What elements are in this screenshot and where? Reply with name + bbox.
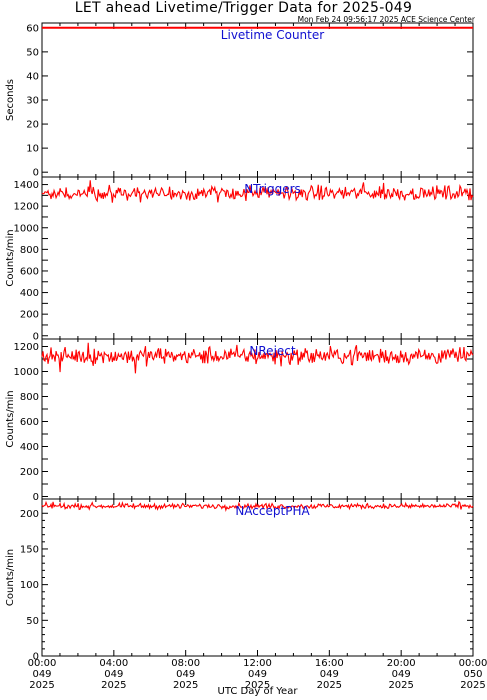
x-tick-label: 00:00 — [28, 658, 57, 669]
series-line-nreject — [41, 342, 474, 374]
y-axis-label: Counts/min — [5, 229, 16, 286]
y-tick-label: 1200 — [14, 342, 39, 353]
y-tick-label: 800 — [20, 392, 39, 403]
x-tick-label: 2025 — [173, 680, 198, 691]
y-tick-label: 0 — [33, 168, 39, 179]
y-tick-label: 60 — [26, 23, 39, 34]
y-axis-label: Counts/min — [5, 549, 16, 606]
panel-title-livetime-counter: Livetime Counter — [221, 28, 324, 42]
y-tick-label: 400 — [20, 288, 39, 299]
panel-frame-ntriggers — [41, 176, 474, 340]
x-tick-label: 2025 — [388, 680, 413, 691]
series-line-ntriggers — [41, 180, 474, 203]
panel-title-ntriggers: NTriggers — [244, 182, 301, 196]
y-tick-label: 100 — [20, 580, 39, 591]
y-tick-label: 200 — [20, 509, 39, 520]
x-tick-label: 049 — [104, 669, 123, 680]
panel-title-nacceptpha: NAcceptPHA — [235, 504, 310, 518]
x-tick-label: 2025 — [101, 680, 126, 691]
timestamp-subtitle: Mon Feb 24 09:56:17 2025 ACE Science Cen… — [297, 15, 475, 24]
x-tick-label: 08:00 — [171, 658, 200, 669]
y-tick-label: 0 — [33, 652, 39, 663]
y-tick-label: 0 — [33, 492, 39, 503]
y-tick-label: 200 — [20, 467, 39, 478]
x-tick-label: 2025 — [245, 680, 270, 691]
x-tick-label: 20:00 — [387, 658, 416, 669]
panel-frame-nacceptpha — [41, 498, 474, 657]
x-tick-label: 049 — [320, 669, 339, 680]
x-tick-label: 12:00 — [243, 658, 272, 669]
x-tick-label: 049 — [32, 669, 51, 680]
y-tick-label: 600 — [20, 266, 39, 277]
y-tick-label: 1400 — [14, 180, 39, 191]
page-title: LET ahead Livetime/Trigger Data for 2025… — [74, 0, 413, 16]
y-tick-label: 30 — [26, 96, 39, 107]
y-tick-label: 1000 — [14, 223, 39, 234]
y-tick-label: 10 — [26, 144, 39, 155]
y-axis-label: Seconds — [5, 79, 16, 121]
x-tick-label: 04:00 — [99, 658, 128, 669]
x-tick-label: 16:00 — [315, 658, 344, 669]
y-tick-label: 200 — [20, 310, 39, 321]
y-tick-label: 40 — [26, 71, 39, 82]
x-tick-label: 00:00 — [459, 658, 487, 669]
y-tick-label: 600 — [20, 417, 39, 428]
panel-frame-livetime-counter — [41, 22, 474, 178]
panel-title-nreject: NReject — [249, 344, 295, 358]
y-tick-label: 20 — [26, 120, 39, 131]
y-tick-label: 1000 — [14, 367, 39, 378]
y-tick-label: 0 — [33, 331, 39, 342]
x-tick-label: 049 — [248, 669, 267, 680]
x-tick-label: 2025 — [317, 680, 342, 691]
x-axis-label: UTC Day of Year — [218, 686, 299, 697]
y-tick-label: 50 — [26, 47, 39, 58]
y-tick-label: 150 — [20, 544, 39, 555]
y-tick-label: 800 — [20, 245, 39, 256]
x-tick-label: 049 — [176, 669, 195, 680]
y-tick-label: 50 — [26, 616, 39, 627]
x-tick-label: 050 — [463, 669, 482, 680]
x-tick-label: 2025 — [460, 680, 485, 691]
y-tick-label: 1200 — [14, 202, 39, 213]
x-tick-label: 2025 — [29, 680, 54, 691]
y-axis-label: Counts/min — [5, 390, 16, 447]
series-line-nacceptpha — [41, 500, 474, 512]
y-tick-label: 400 — [20, 442, 39, 453]
x-tick-label: 049 — [392, 669, 411, 680]
